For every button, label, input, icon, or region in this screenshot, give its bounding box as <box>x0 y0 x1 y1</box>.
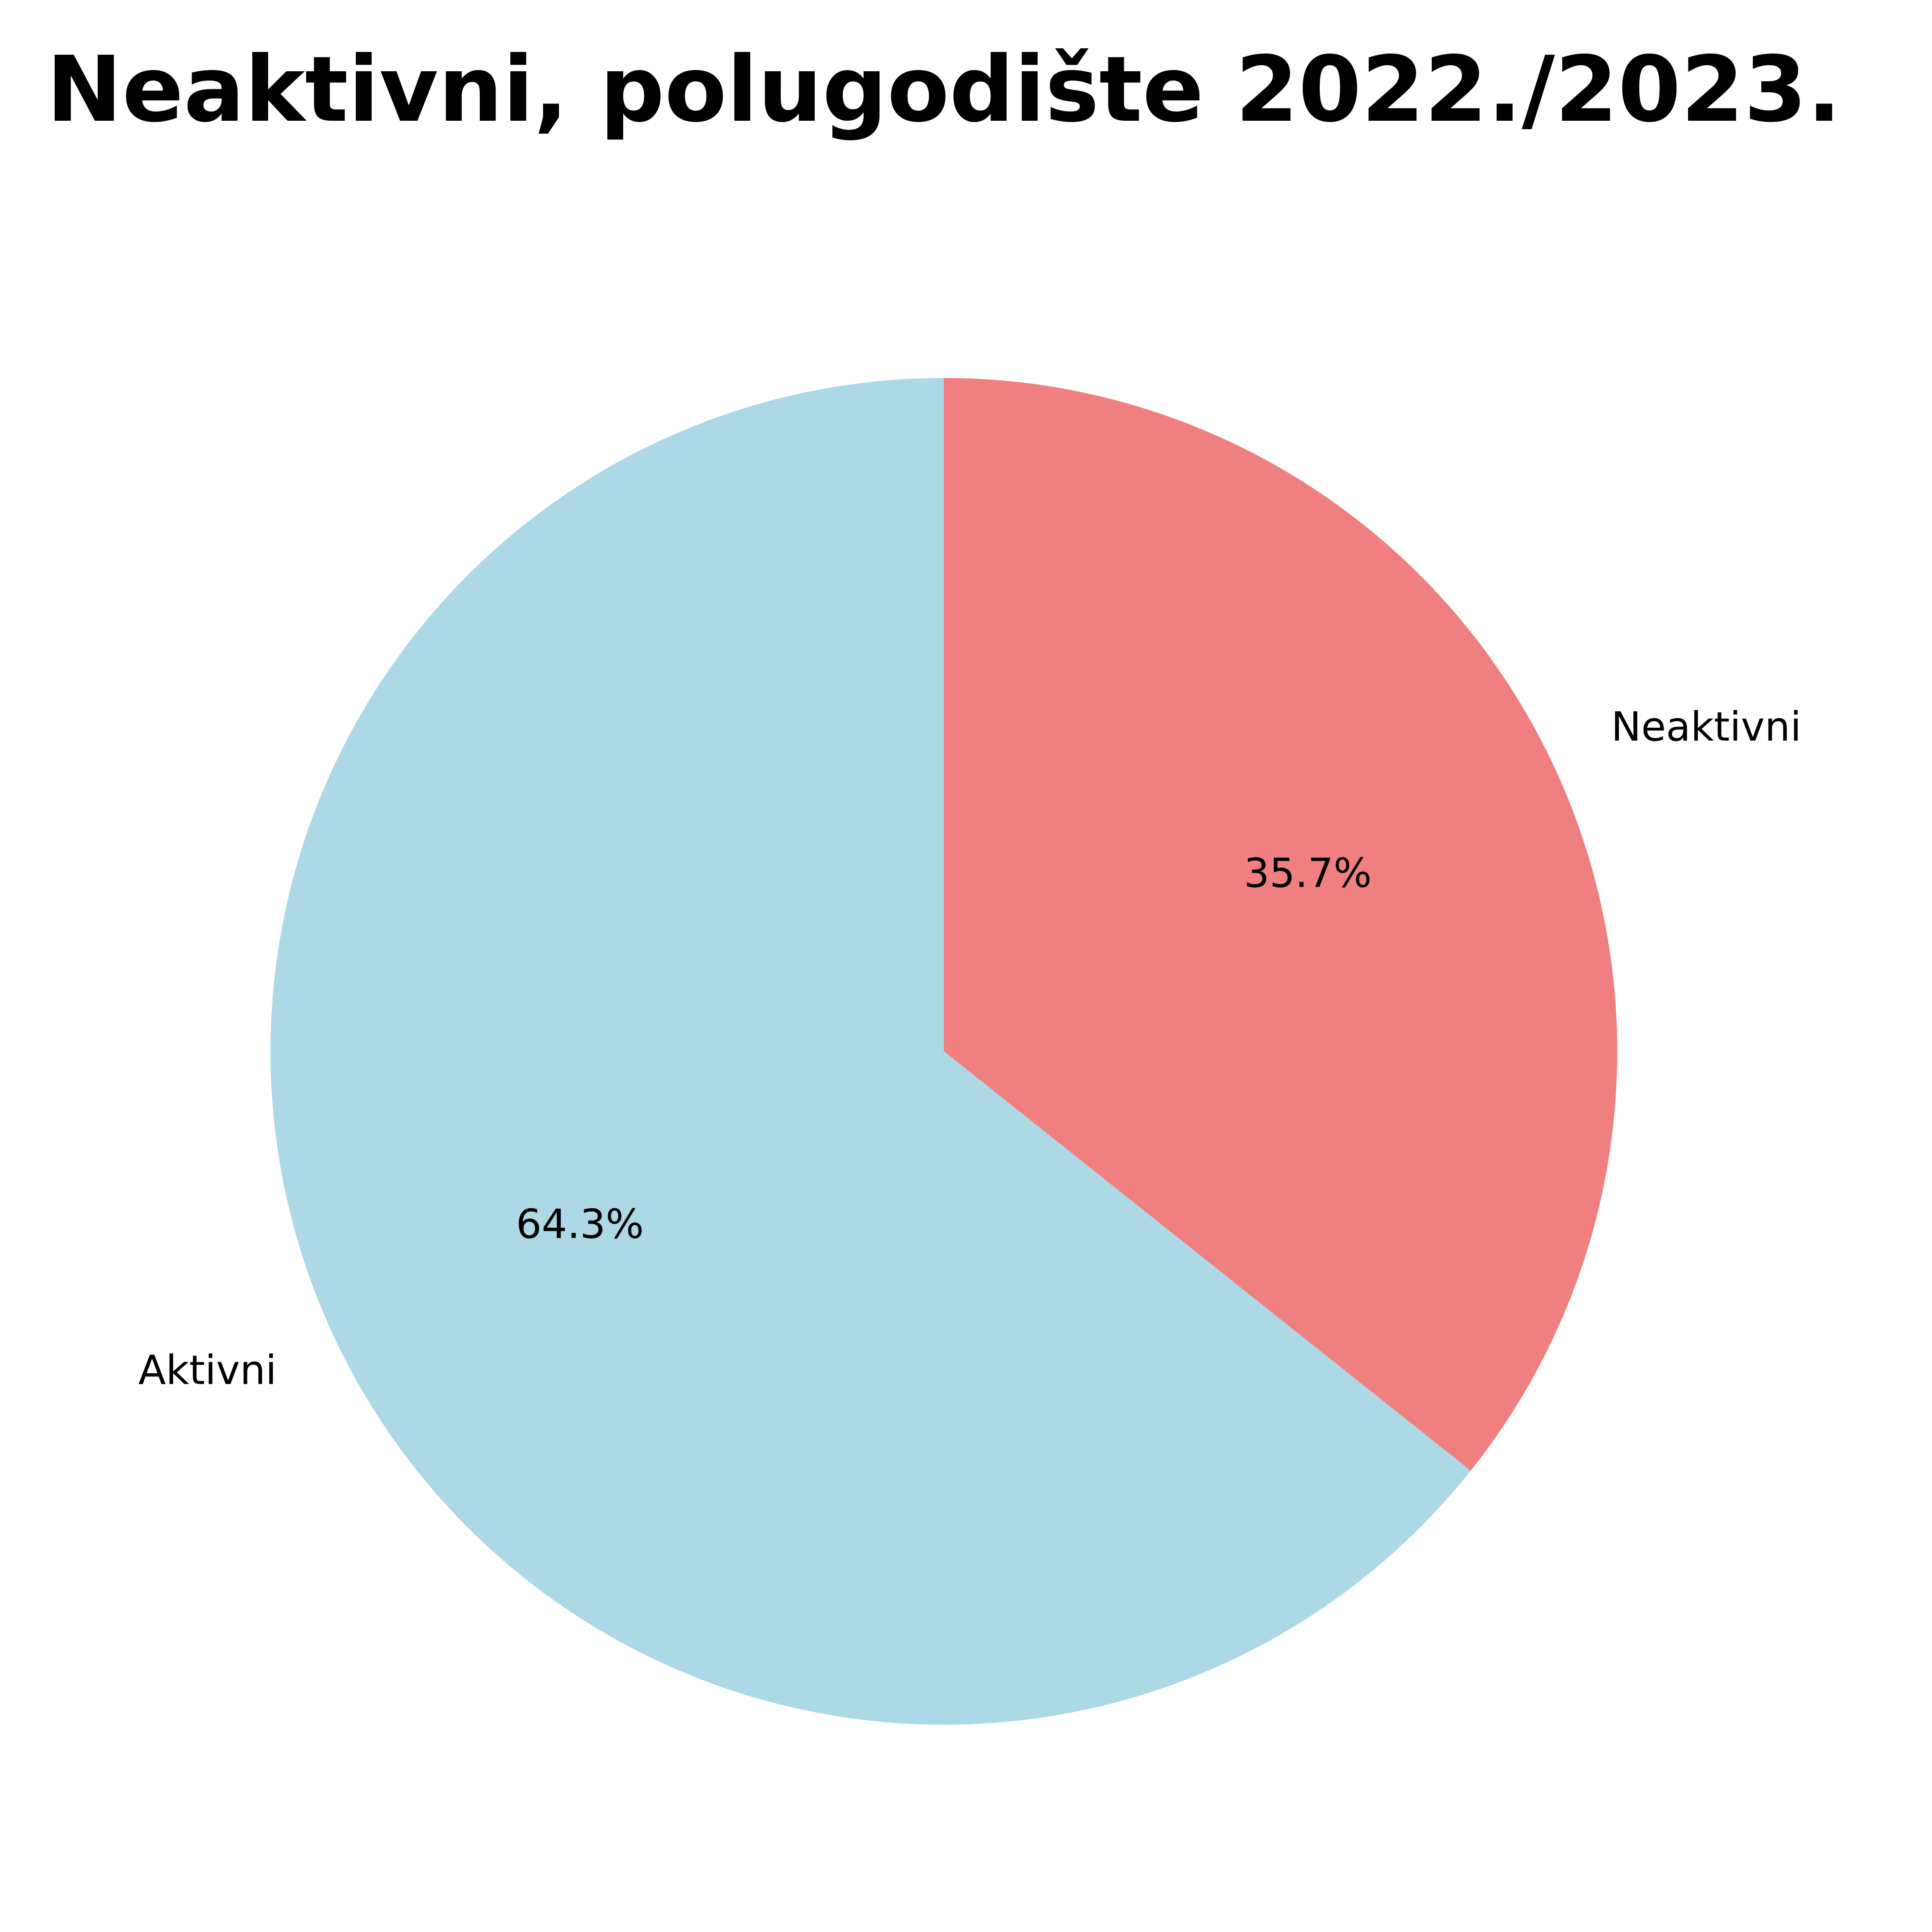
pie-slice-aktivni <box>270 378 1471 1725</box>
slice-label-aktivni: Aktivni <box>138 1347 277 1394</box>
pct-label-aktivni: 64.3% <box>516 1200 644 1247</box>
pie-labels: Neaktivni 35.7% Aktivni 64.3% <box>138 703 1802 1393</box>
chart-title: Neaktivni, polugodište 2022./2023. <box>46 37 1841 142</box>
pie-slice-neaktivni <box>944 378 1618 1471</box>
pie-slices <box>270 378 1618 1725</box>
slice-label-neaktivni: Neaktivni <box>1611 703 1802 750</box>
pct-label-neaktivni: 35.7% <box>1244 849 1372 896</box>
